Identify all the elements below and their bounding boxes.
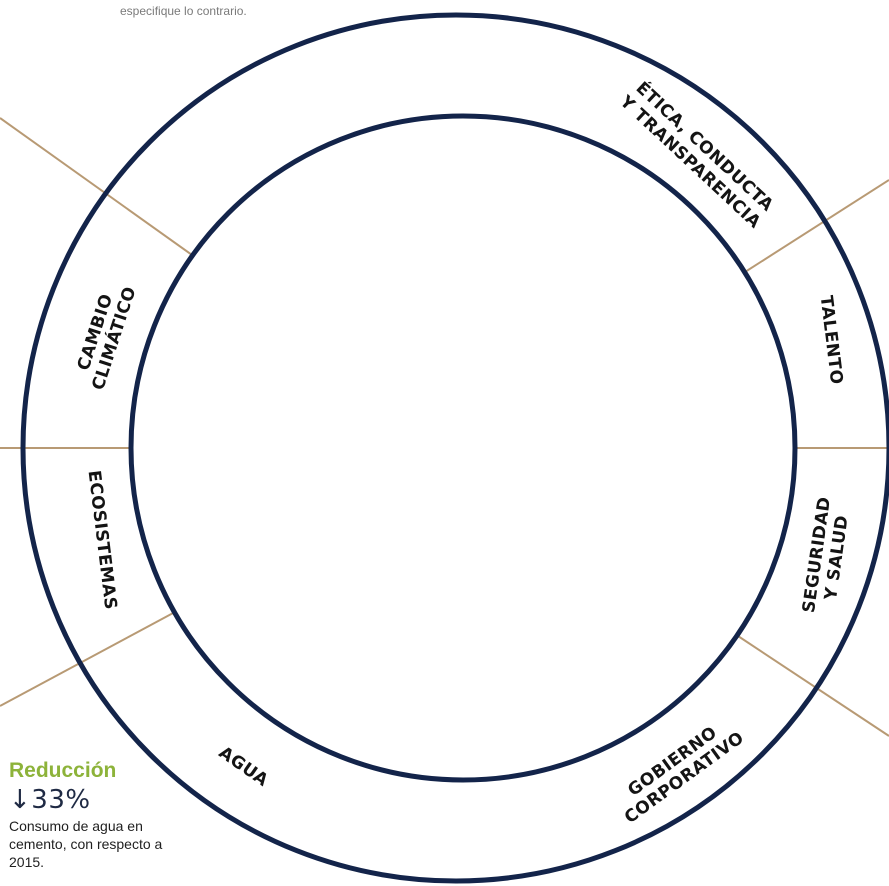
outer-ring [20, 12, 889, 884]
segment-talento[interactable]: TALENTO [816, 294, 847, 385]
segment-cambio-climatico[interactable]: CAMBIO CLIMÁTICO [69, 278, 141, 393]
divider-line [0, 611, 176, 707]
segment-label-ecosistemas: ECOSISTEMAS [84, 469, 121, 611]
segment-label-agua: AGUA [215, 743, 272, 791]
water-reduction-stat: Reducción ↓33% Consumo de agua en cement… [9, 759, 209, 871]
segment-label-talento: TALENTO [816, 294, 847, 385]
inner-ring [128, 113, 798, 783]
stat-description: Consumo de agua en cemento, con respecto… [9, 818, 163, 870]
divider-line [744, 179, 889, 273]
divider-line [737, 635, 889, 737]
segment-agua[interactable]: AGUA [215, 743, 272, 791]
segment-seguridad[interactable]: SEGURIDAD Y SALUD [799, 495, 855, 616]
stat-title: Reducción [9, 759, 117, 782]
stat-value: ↓33% [9, 785, 91, 815]
divider-line [0, 117, 193, 256]
footnote-text: especifique lo contrario. [120, 4, 247, 18]
segment-dividers [0, 117, 889, 737]
segment-ecosistemas[interactable]: ECOSISTEMAS [84, 469, 121, 611]
